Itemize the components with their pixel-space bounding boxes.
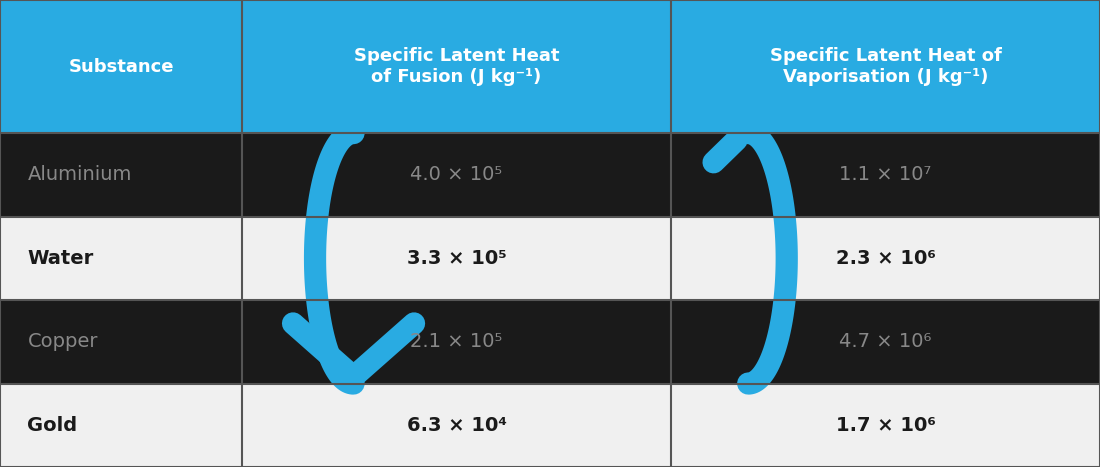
Text: Water: Water — [28, 249, 94, 268]
Bar — [242, 383, 671, 467]
Text: Gold: Gold — [28, 416, 78, 435]
Bar — [0, 217, 242, 300]
Text: 2.3 × 10⁶: 2.3 × 10⁶ — [836, 249, 935, 268]
Bar — [0, 383, 242, 467]
Bar — [0, 0, 242, 133]
Bar — [0, 300, 242, 383]
Text: 1.7 × 10⁶: 1.7 × 10⁶ — [836, 416, 935, 435]
Bar — [242, 133, 671, 217]
Text: Aluminium: Aluminium — [28, 165, 132, 184]
Text: 2.1 × 10⁵: 2.1 × 10⁵ — [410, 333, 503, 351]
Bar — [242, 0, 671, 133]
Text: 6.3 × 10⁴: 6.3 × 10⁴ — [407, 416, 506, 435]
Text: Specific Latent Heat of
Vaporisation (J kg⁻¹): Specific Latent Heat of Vaporisation (J … — [770, 47, 1001, 86]
Bar — [671, 133, 1100, 217]
Bar — [671, 300, 1100, 383]
Bar — [0, 133, 242, 217]
Text: Substance: Substance — [68, 57, 174, 76]
Text: 4.7 × 10⁶: 4.7 × 10⁶ — [839, 333, 932, 351]
Bar — [242, 217, 671, 300]
Bar — [671, 383, 1100, 467]
Text: Copper: Copper — [28, 333, 98, 351]
Text: 4.0 × 10⁵: 4.0 × 10⁵ — [410, 165, 503, 184]
Text: 3.3 × 10⁵: 3.3 × 10⁵ — [407, 249, 506, 268]
Bar — [671, 217, 1100, 300]
Text: 1.1 × 10⁷: 1.1 × 10⁷ — [839, 165, 932, 184]
Text: Specific Latent Heat
of Fusion (J kg⁻¹): Specific Latent Heat of Fusion (J kg⁻¹) — [354, 47, 559, 86]
Bar — [242, 300, 671, 383]
Bar — [671, 0, 1100, 133]
